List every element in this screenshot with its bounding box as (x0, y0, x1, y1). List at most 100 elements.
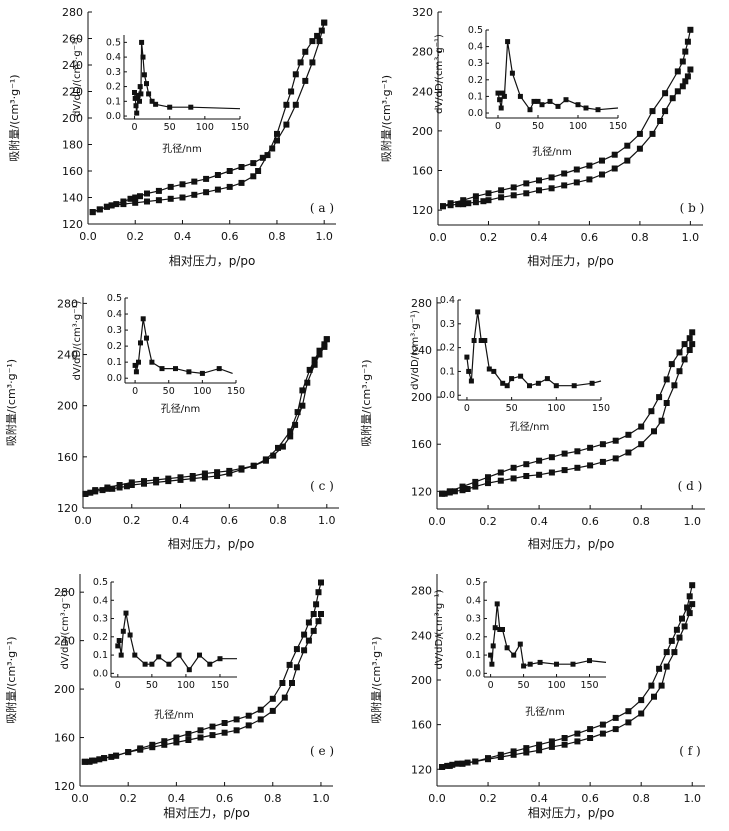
panel-c-inset-point (132, 362, 138, 368)
panel-f-series-desorption-point (587, 726, 594, 733)
panel-f-inset-point (570, 661, 576, 667)
panel-a-inset-point (137, 98, 142, 104)
panel-f-series-desorption-point (523, 745, 530, 752)
panel-b-series-desorption-point (536, 177, 542, 184)
panel-b-inset-point (555, 103, 561, 109)
panel-b-x-tick-label: 0.0 (429, 231, 447, 244)
panel-c-inset-point (173, 366, 178, 372)
panel-c-y-axis-label: 吸附量/(cm³·g⁻¹) (4, 359, 18, 446)
panel-b-inset-point (535, 98, 541, 104)
panel-a-y-tick-label: 260 (62, 33, 83, 46)
panel-e-inset-point (116, 638, 122, 643)
panel-f-series-desorption-point (561, 735, 568, 741)
panel-a-x-tick-label: 0.8 (268, 230, 286, 243)
panel-f-series-adsorption-point (587, 735, 594, 741)
panel-c-inset-point (140, 316, 146, 322)
panel-c-inset-point (199, 370, 205, 376)
panel-f-inset-y-tick-label: 0.2 (466, 632, 481, 643)
panel-a-series-adsorption-point (127, 195, 134, 202)
panel-c-series-desorption-point (311, 361, 318, 368)
panel-e-inset-point (132, 652, 138, 658)
panel-a-y-tick-label: 160 (62, 165, 83, 178)
panel-c-series-desorption-point (304, 379, 311, 386)
panel-f-series-desorption-point (656, 665, 663, 672)
panel-e-series-desorption-point (197, 727, 204, 734)
panel-a-x-tick-label: 0.2 (126, 230, 144, 243)
panel-f-series-adsorption-point (663, 663, 670, 670)
panel-a-series-desorption-point (238, 179, 245, 186)
panel-f-series-adsorption-point (561, 741, 568, 748)
panel-a-y-tick-label: 240 (62, 59, 83, 72)
panel-f-series-desorption-point (684, 604, 691, 611)
panel-f-series-adsorption-point (676, 634, 683, 641)
panel-c-x-tick-label: 0.4 (172, 514, 190, 527)
panel-b-series-adsorption-point (460, 201, 467, 208)
panel-d-x-tick-label: 0.2 (479, 515, 497, 528)
panel-f-series-desorption-point (689, 582, 696, 589)
panel-d-inset-y-tick-label: 0.0 (440, 390, 455, 401)
panel-e-inset-point (217, 656, 223, 662)
panel-d-label: ( d ) (678, 479, 703, 493)
panel-e-inset-point (127, 632, 133, 638)
panel-e-series-desorption-point (301, 631, 308, 638)
panel-e-inset-y-tick-label: 0.2 (93, 632, 108, 643)
panel-e-y-axis-label: 吸附量/(cm³·g⁻¹) (4, 636, 18, 723)
panel-f-series-desorption-point (625, 708, 632, 715)
panel-f-series-adsorption-point (523, 749, 530, 756)
panel-b-series-desorption-point (548, 174, 555, 181)
panel-a-inset-y-tick-label: 0.2 (106, 82, 121, 93)
panel-e-series-adsorption-point (257, 716, 264, 723)
panel-e-inset-y-tick-label: 0.4 (93, 595, 108, 606)
panel-b-inset-point (527, 107, 533, 113)
panel-d-inset-y-tick-label: 0.3 (440, 319, 455, 330)
panel-c-x-tick-label: 0.2 (123, 514, 141, 527)
panel-e-inset-x-tick-label: 50 (146, 680, 158, 691)
panel-f-inset-point (527, 661, 533, 667)
panel-b-y-tick-label: 120 (412, 204, 433, 217)
panel-b-x-tick-label: 0.8 (631, 231, 649, 244)
panel-d-inset-point (468, 378, 474, 384)
panel-d-series-desorption-point (446, 488, 453, 495)
panel-a-series-adsorption-point (274, 137, 280, 144)
panel-c-series-desorption-point (270, 452, 277, 459)
panel-d-inset-y-tick-label: 0.2 (440, 343, 455, 354)
panel-d-series-desorption-point (523, 461, 530, 468)
panel-a-series-desorption-point (203, 189, 210, 196)
panel-b-series-adsorption-point (679, 83, 686, 90)
panel-c-series-desorption-point (292, 421, 299, 428)
panel-a-series-desorption-point (321, 19, 328, 26)
panel-f-label: ( f ) (679, 744, 700, 758)
panel-d-inset-point (464, 354, 470, 360)
panel-e-series-desorption-point (293, 646, 300, 653)
panel-e-series-desorption-point (125, 749, 132, 756)
panel-a-inset-point (133, 103, 139, 109)
panel-e-series-desorption-point (221, 720, 228, 726)
panel-d-inset-x-axis-label: 孔径/nm (510, 420, 549, 433)
panel-f-series-desorption-point (485, 755, 491, 762)
panel-e-inset-point (166, 661, 172, 667)
panel-c-x-tick-label: 1.0 (318, 514, 336, 527)
panel-d-inset-x-tick-label: 100 (547, 403, 565, 414)
panel-d-y-tick-label: 280 (411, 297, 432, 310)
panel-a-y-tick-label: 220 (62, 86, 83, 99)
panel-c-y-tick-label: 280 (57, 297, 78, 310)
panel-b-inset-x-tick-label: 100 (569, 121, 587, 132)
panel-e-series-adsorption-point (305, 637, 312, 644)
panel-f-series-adsorption-point (612, 726, 619, 733)
panel-a-series-desorption-point (89, 209, 96, 216)
panel-b-series-desorption-point (498, 187, 505, 194)
panel-d-series-desorption-point (676, 349, 683, 356)
panel-e-series-desorption-point (245, 712, 252, 719)
panel-c-series-desorption-point (153, 476, 160, 483)
panel-e-series-adsorption-point (281, 694, 288, 701)
panel-a-series-adsorption-point (179, 181, 186, 188)
panel-e-series-desorption-point (149, 741, 156, 748)
panel-c-inset-y-axis-label: dV/dD/(cm³·g⁻¹) (72, 300, 83, 380)
panel-b-inset-y-axis-label: dV/dD/(cm³·g⁻¹) (434, 34, 445, 114)
panel-e-series-desorption-point (315, 589, 322, 596)
panel-c-series-adsorption-point (306, 366, 313, 373)
panel-f-series-desorption-point (638, 697, 645, 704)
panel-e: 0.0 0.2 0.4 0.6 0.8 1.0 120 160 200 240 280 相对压力，p/… (4, 574, 334, 820)
panel-b-series-desorption-point (447, 200, 454, 207)
panel-d-x-tick-label: 0.0 (428, 515, 446, 528)
